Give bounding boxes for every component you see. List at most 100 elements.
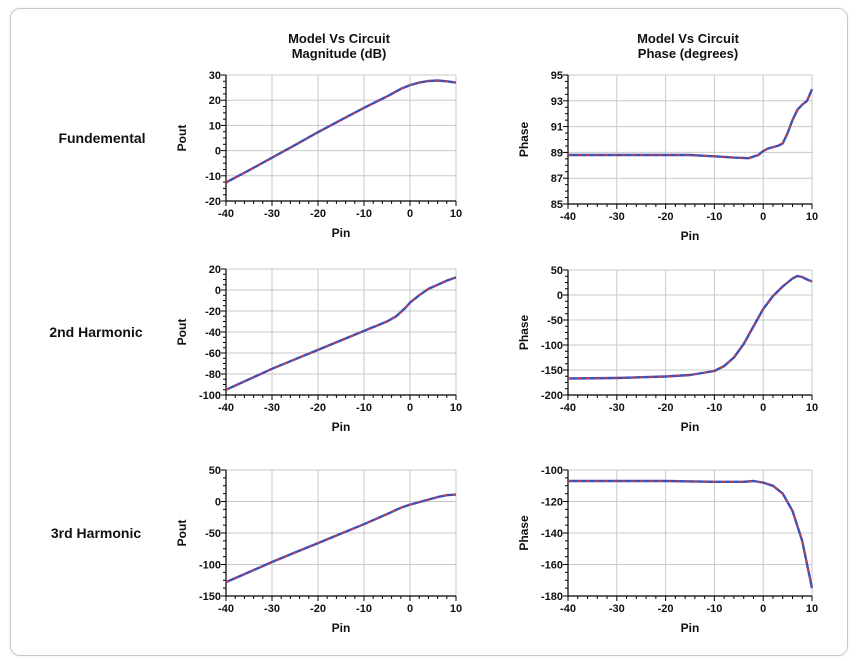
x-axis-label: Pin [332,621,351,635]
x-tick-label: -10 [706,211,722,223]
circuit-series-line [568,88,813,159]
x-tick-label: 0 [407,603,413,615]
x-tick-label: -40 [218,208,234,220]
x-tick-label: 10 [806,603,818,615]
x-tick-label: 0 [760,603,766,615]
y-tick-label: -50 [547,315,563,327]
chart-1: -40 -30 -20 -10 0 10 -20 -10 0 10 20 30 Pin Pout [175,70,462,240]
row-label-2nd-harmonic: 2nd Harmonic [49,324,143,340]
x-axis-label: Pin [332,226,351,240]
x-axis-label: Pin [681,621,700,635]
x-tick-label: -40 [560,211,576,223]
y-tick-label: -150 [199,591,221,603]
x-tick-label: -30 [609,211,625,223]
x-tick-label: -10 [356,603,372,615]
row-label-fundemental: Fundemental [58,130,145,146]
column-title-phase-line2: Phase (degrees) [638,46,738,61]
x-tick-label: 10 [806,211,818,223]
y-tick-label: -20 [205,196,221,208]
x-tick-label: -20 [310,603,326,615]
chart-3: -40 -30 -20 -10 0 10-100-80-60-40-20020PinPou… [175,264,462,434]
y-tick-label: -180 [541,591,563,603]
y-tick-label: -80 [205,369,221,381]
x-tick-label: -10 [356,208,372,220]
x-tick-label: 10 [450,402,462,414]
y-tick-label: 85 [551,199,563,211]
y-tick-label: -10 [205,171,221,183]
y-tick-label: -200 [541,390,563,402]
column-title-magnitude-line2: Magnitude (dB) [292,46,387,61]
y-tick-label: -100 [199,390,221,402]
plot-area [568,75,812,204]
x-tick-label: -20 [658,603,674,615]
plot-area [226,75,456,201]
x-tick-label: 10 [806,402,818,414]
x-tick-label: -30 [609,603,625,615]
y-tick-label: 30 [209,70,221,82]
plot-area [568,270,812,395]
y-tick-label: 0 [557,290,563,302]
y-tick-label: 87 [551,173,563,185]
x-tick-label: -30 [609,402,625,414]
x-tick-label: -30 [264,603,280,615]
x-tick-label: -10 [706,402,722,414]
circuit-series-line [225,276,457,391]
x-tick-label: -10 [706,603,722,615]
x-tick-label: 10 [450,603,462,615]
y-tick-label: 10 [209,120,221,132]
x-tick-label: -20 [658,211,674,223]
y-axis-label: Phase [517,515,531,551]
y-axis-label: Phase [517,314,531,350]
y-tick-label: -100 [541,465,563,477]
x-tick-label: 0 [407,402,413,414]
y-tick-label: -40 [205,327,221,339]
chart-2: -40 -30 -20 -10 0 10 85 87 89 91 93 95 Pin Phase [517,70,818,243]
x-axis-label: Pin [332,420,351,434]
y-axis-label: Phase [517,121,531,157]
x-tick-label: 0 [760,211,766,223]
x-tick-label: -30 [264,208,280,220]
y-tick-label: -120 [541,497,563,509]
x-tick-label: -40 [218,402,234,414]
x-tick-label: -20 [310,208,326,220]
x-axis-label: Pin [681,420,700,434]
y-tick-label: 93 [551,96,563,108]
y-tick-label: -60 [205,348,221,360]
circuit-series-line [225,79,457,183]
y-tick-label: 0 [215,497,221,509]
y-axis-label: Pout [175,520,189,547]
circuit-series-line [567,275,813,380]
model-series-line [568,479,814,589]
y-tick-label: 20 [209,264,221,276]
x-tick-label: -20 [310,402,326,414]
y-tick-label: -50 [205,528,221,540]
x-tick-label: -40 [560,603,576,615]
y-axis-label: Pout [175,319,189,346]
y-tick-label: -100 [199,560,221,572]
x-tick-label: 0 [760,402,766,414]
y-tick-label: 0 [215,146,221,158]
x-axis-label: Pin [681,229,700,243]
y-tick-label: 20 [209,95,221,107]
x-tick-label: 0 [407,208,413,220]
x-tick-label: -40 [218,603,234,615]
y-tick-label: -150 [541,365,563,377]
y-tick-label: -140 [541,528,563,540]
y-tick-label: 0 [215,285,221,297]
chart-6: -40 -30 -20 -10 0 10-180-160-140-120-100PinPh… [517,465,818,635]
y-tick-label: 91 [551,122,563,134]
x-tick-label: -30 [264,402,280,414]
column-title-phase-line1: Model Vs Circuit [637,31,740,46]
y-tick-label: 50 [551,265,563,277]
y-tick-label: 89 [551,147,563,159]
y-tick-label: -160 [541,560,563,572]
y-tick-label: 50 [209,465,221,477]
circuit-series-line [225,493,457,583]
y-tick-label: -20 [205,306,221,318]
x-tick-label: -10 [356,402,372,414]
y-tick-label: -100 [541,340,563,352]
y-tick-label: 95 [551,70,563,82]
x-tick-label: 10 [450,208,462,220]
